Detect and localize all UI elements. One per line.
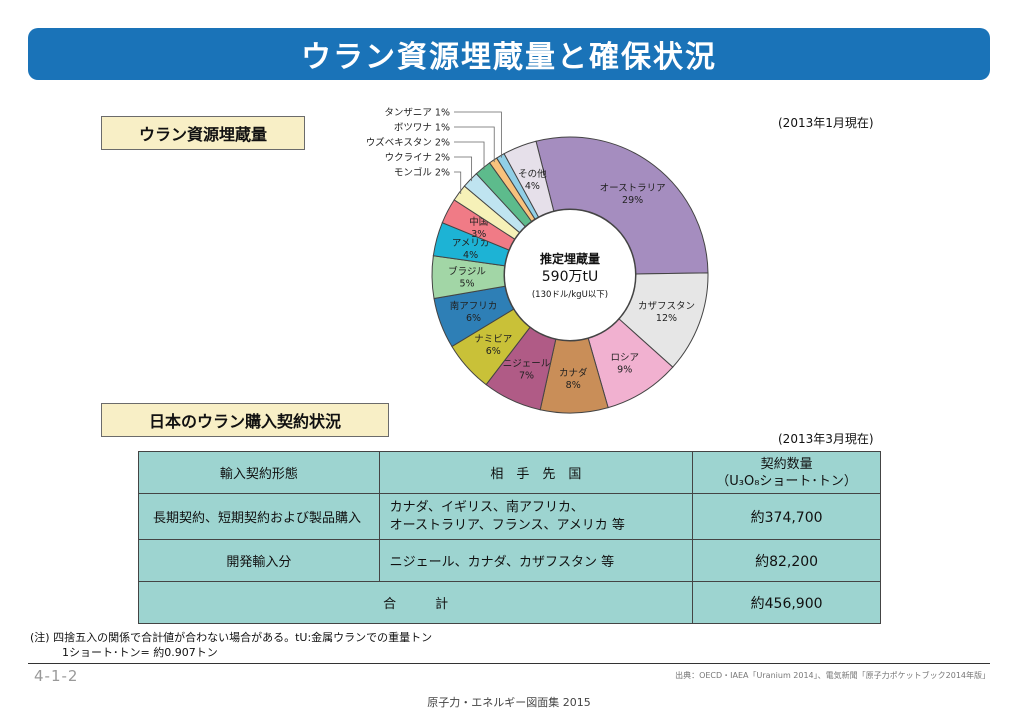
table-row: 開発輸入分 ニジェール、カナダ、カザフスタン 等 約82,200 (138, 539, 881, 582)
footnote-line2: 1ショート･トン= 約0.907トン (62, 646, 218, 659)
slice-leader-line (454, 171, 462, 195)
slice-callout-label: ウズベキスタン 2% (366, 137, 450, 149)
slice-label: カザフスタン 12% (638, 301, 695, 324)
header-contract-amount: 契約数量 （U₃O₈ショート･トン） (692, 451, 881, 494)
slice-leader-line (454, 126, 495, 163)
table-header-row: 輸入契約形態 相 手 先 国 契約数量 （U₃O₈ショート･トン） (138, 451, 881, 494)
header-amount-line1: 契約数量 (760, 456, 813, 472)
reserves-date-note: (2013年1月現在) (778, 116, 874, 130)
partner-line: カナダ、イギリス、南アフリカ、 (389, 499, 584, 515)
partner-cell: ニジェール、カナダ、カザフスタン 等 (378, 539, 694, 582)
slice-callout-label: ボツワナ 1% (394, 123, 450, 134)
slice-label: ロシア 9% (610, 352, 639, 375)
uranium-reserves-donut-chart: オーストラリア 29% カザフスタン 12% ロシア 9% カナダ 8% ニジェール 7%ナミビア… (366, 108, 709, 414)
center-note: (130ドル/kgU以下) (532, 290, 608, 300)
slice-leader-line (454, 111, 502, 158)
header-contract-type: 輸入契約形態 (138, 451, 380, 494)
contract-type-cell: 長期契約、短期契約および製品購入 (138, 493, 380, 540)
slice-label: その他 4% (518, 168, 547, 192)
contracts-date-note: (2013年3月現在) (778, 432, 874, 446)
section-label-reserves: ウラン資源埋蔵量 (101, 116, 305, 150)
slice-label: アメリカ 4% (452, 238, 490, 261)
slice-leader-line (454, 141, 485, 170)
header-amount-line2: （U₃O₈ショート･トン） (716, 473, 857, 489)
footnote: (注) 四捨五入の関係で合計値が合わない場合がある。tU:金属ウランでの重量トン… (30, 630, 432, 660)
center-value: 590万tU (542, 269, 598, 285)
center-title: 推定埋蔵量 (540, 251, 600, 266)
slice-label: オーストラリア 29% (600, 183, 666, 206)
slice-label: カナダ 8% (559, 367, 588, 391)
slice-label: ニジェール 7% (503, 358, 551, 381)
contract-type-cell: 開発輸入分 (138, 539, 380, 582)
slice-callout-label: タンザニア 1% (384, 108, 450, 119)
slice-label: ブラジル 5% (448, 266, 486, 290)
total-label: 合 計 (137, 581, 694, 624)
slice-callout-label: ウクライナ 2% (385, 153, 450, 164)
slice-callout-label: モンゴル 2% (394, 167, 450, 179)
partner-cell: カナダ、イギリス、南アフリカ、 オーストラリア、フランス、アメリカ 等 (378, 493, 694, 540)
page-title: ウラン資源埋蔵量と確保状況 (301, 40, 717, 75)
section-label-contracts: 日本のウラン購入契約状況 (101, 403, 389, 437)
amount-cell: 約374,700 (692, 493, 881, 540)
source-credit: 出典：OECD・IAEA「Uranium 2014」、電気新聞「原子力ポケットブ… (675, 671, 990, 680)
page-number: 4-1-2 (34, 667, 79, 685)
total-amount: 約456,900 (692, 581, 881, 624)
header-partner-country: 相 手 先 国 (378, 451, 694, 494)
title-banner: ウラン資源埋蔵量と確保状況 (28, 28, 990, 80)
slice-label: 南アフリカ 6% (450, 300, 498, 324)
amount-cell: 約82,200 (692, 539, 881, 582)
footer-divider (28, 663, 990, 664)
contracts-table: 輸入契約形態 相 手 先 国 契約数量 （U₃O₈ショート･トン） 長期契約、短… (137, 451, 881, 624)
donut-hole (504, 209, 636, 341)
slice-label: ナミビア 6% (474, 334, 512, 357)
footnote-line1: (注) 四捨五入の関係で合計値が合わない場合がある。tU:金属ウランでの重量トン (30, 631, 433, 644)
publication-name: 原子力・エネルギー図面集 2015 (427, 696, 591, 709)
slice-leader-line (454, 156, 473, 182)
table-total-row: 合 計 約456,900 (137, 581, 881, 624)
table-row: 長期契約、短期契約および製品購入 カナダ、イギリス、南アフリカ、 オーストラリア… (138, 493, 881, 540)
partner-line: オーストラリア、フランス、アメリカ 等 (389, 517, 625, 533)
